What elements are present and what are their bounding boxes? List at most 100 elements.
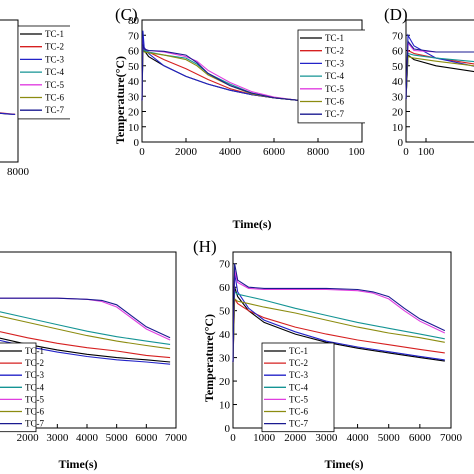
y-tick-label: 40 <box>392 76 404 88</box>
legend-label: TC-7 <box>289 419 308 429</box>
x-tick-label: 2000 <box>17 432 40 444</box>
y-tick-label: 30 <box>128 91 140 103</box>
series-line-tc-4 <box>232 290 445 363</box>
x-tick-label: 2000 <box>284 432 307 444</box>
plot-frame <box>405 19 474 143</box>
series-line-tc-6 <box>405 55 474 100</box>
legend-label: TC-7 <box>45 105 64 115</box>
y-tick-label: 10 <box>128 122 140 134</box>
chart-panel-4: 2000 3000 4000 5000 6000 7000 TC-1 TC-2 TC-3 TC-4… <box>0 251 188 444</box>
y-tick-label: 0 <box>398 137 404 149</box>
y-tick-label: 70 <box>128 30 140 42</box>
legend-label: TC-6 <box>45 93 64 103</box>
x-axis-title: Time(s) <box>232 217 271 231</box>
legend-label: TC-6 <box>325 97 344 107</box>
x-tick-label: 3000 <box>46 432 69 444</box>
x-tick-label: 8000 <box>307 146 330 158</box>
legend-label: TC-4 <box>25 382 44 392</box>
legend-label: TC-7 <box>325 109 344 119</box>
legend-label: TC-4 <box>289 382 308 392</box>
plot-frame <box>0 19 19 163</box>
x-tick-label: 4000 <box>219 146 242 158</box>
x-tick-label: 5000 <box>378 432 401 444</box>
panel-label: (C) <box>115 5 138 24</box>
legend-label: TC-3 <box>25 370 44 380</box>
series-line-tc-5 <box>405 41 474 100</box>
legend-label: TC-5 <box>45 80 64 90</box>
chart-panel-1: 08000TC-1TC-2TC-3TC-4TC-5TC-6TC-7 <box>0 19 70 178</box>
series-line-tc-2 <box>405 49 474 100</box>
x-axis-title: Time(s) <box>58 457 97 471</box>
y-tick-label: 70 <box>392 30 404 42</box>
x-tick-label: 0 <box>139 146 145 158</box>
series-line-tc-7 <box>232 263 446 363</box>
legend-label: TC-5 <box>289 394 308 404</box>
y-tick-label: 0 <box>134 137 140 149</box>
legend-label: TC-7 <box>25 419 44 429</box>
y-axis-title: Temperature(°C) <box>113 56 127 144</box>
legend-label: TC-1 <box>45 29 64 39</box>
legend-label: TC-6 <box>25 407 44 417</box>
y-tick-label: 30 <box>219 353 231 365</box>
x-tick-label: 4000 <box>76 432 99 444</box>
panel-label: (D) <box>384 5 408 24</box>
y-tick-label: 20 <box>128 107 140 119</box>
series-line-tc-5 <box>0 297 171 341</box>
x-tick-label: 5000 <box>106 432 129 444</box>
legend-label: TC-2 <box>25 358 44 368</box>
legend-label: TC-6 <box>289 407 308 417</box>
x-tick-label: 3000 <box>315 432 338 444</box>
y-tick-label: 80 <box>128 15 140 27</box>
x-axis-title: Time(s) <box>324 457 363 471</box>
x-tick-label: 8000 <box>7 166 30 178</box>
y-tick-label: 70 <box>219 259 231 271</box>
legend-label: TC-1 <box>289 346 308 356</box>
series-line-tc-7 <box>0 297 171 339</box>
series-line-tc-2 <box>232 297 445 363</box>
x-tick-label: 6000 <box>263 146 286 158</box>
y-tick-label: 20 <box>219 376 231 388</box>
legend-label: TC-3 <box>45 54 64 64</box>
x-tick-label: 0 <box>230 432 236 444</box>
y-tick-label: 50 <box>219 306 231 318</box>
y-tick-label: 60 <box>128 46 140 58</box>
legend-label: TC-2 <box>289 358 308 368</box>
panel-label: (H) <box>193 237 217 256</box>
chart-panel-2: 0 2000 4000 6000 8000 10000 0 10 20 30 40 50 60 70 80 T… <box>128 15 376 158</box>
x-tick-label: 1000 <box>253 432 276 444</box>
y-tick-label: 10 <box>219 400 231 412</box>
series-line-tc-7 <box>141 44 332 103</box>
legend-label: TC-2 <box>45 42 64 52</box>
y-axis-title: Temperature(°C) <box>202 314 216 402</box>
legend-label: TC-3 <box>325 58 344 68</box>
series-line-tc-7 <box>405 39 474 100</box>
series-line-tc-2 <box>0 331 171 359</box>
chart-panel-5: 0 1000 2000 3000 4000 5000 6000 7000 0 10 20 30 40 50… <box>219 251 463 444</box>
legend-label: TC-5 <box>25 394 44 404</box>
x-tick-label: 0 <box>403 146 409 158</box>
series-line-tc-5 <box>232 270 446 363</box>
legend-label: TC-4 <box>325 71 344 81</box>
x-tick-label: 10000 <box>348 146 376 158</box>
y-tick-label: 10 <box>392 122 404 134</box>
legend-label: TC-1 <box>25 346 44 356</box>
series-line-tc-4 <box>0 311 171 345</box>
series-line-tc-3 <box>0 112 16 115</box>
legend-label: TC-4 <box>45 67 64 77</box>
x-tick-label: 6000 <box>409 432 432 444</box>
x-tick-label: 4000 <box>347 432 370 444</box>
series-line-tc-6 <box>0 315 171 350</box>
y-tick-label: 20 <box>392 107 404 119</box>
series-line-tc-3 <box>232 273 445 363</box>
legend-label: TC-3 <box>289 370 308 380</box>
legend-label: TC-5 <box>325 84 344 94</box>
y-tick-label: 0 <box>225 423 231 435</box>
x-tick-label: 7000 <box>440 432 463 444</box>
x-tick-label: 6000 <box>135 432 158 444</box>
y-tick-label: 40 <box>128 76 140 88</box>
y-tick-label: 30 <box>392 91 404 103</box>
legend-label: TC-2 <box>325 46 344 56</box>
x-tick-label: 100 <box>418 146 435 158</box>
chart-panel-3: 0 100 0 10 20 30 40 50 60 70 <box>392 19 474 158</box>
